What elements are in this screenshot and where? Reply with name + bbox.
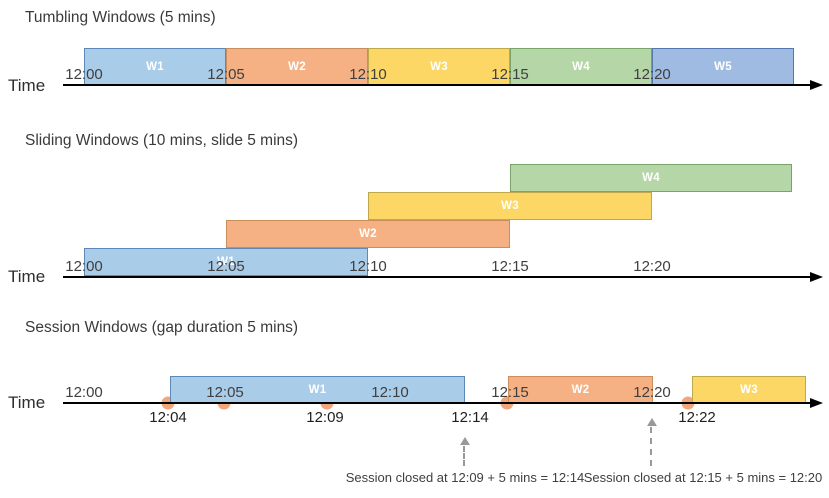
- tumbling-window-w4: W4: [510, 48, 652, 85]
- event-label-1222: 12:22: [678, 409, 716, 426]
- tumbling-time-axis-label: Time: [8, 76, 46, 95]
- sliding-window-w4: W4: [510, 164, 792, 192]
- session-tick-1220: 12:20: [633, 384, 671, 401]
- tumbling-window-w5: W5: [652, 48, 794, 85]
- sliding-tick-1210: 12:10: [349, 258, 387, 275]
- session-tick-1215: 12:15: [491, 384, 529, 401]
- session-axis-arrowhead-icon: [810, 398, 823, 408]
- sliding-axis-arrowhead-icon: [810, 272, 823, 282]
- session-close-arrow-line-1: [463, 446, 465, 466]
- sliding-tick-1220: 12:20: [633, 258, 671, 275]
- session-close-arrowhead-icon-2: [647, 418, 657, 426]
- sliding-tick-1215: 12:15: [491, 258, 529, 275]
- session-close-arrow-line-2: [650, 427, 652, 466]
- sliding-window-w3: W3: [368, 192, 652, 220]
- session-tick-1210: 12:10: [371, 384, 409, 401]
- tumbling-window-w2: W2: [226, 48, 368, 85]
- sliding-section-title: Sliding Windows (10 mins, slide 5 mins): [25, 132, 299, 149]
- tumbling-tick-1200: 12:00: [65, 66, 103, 83]
- session-tick-1205: 12:05: [206, 384, 244, 401]
- tumbling-axis-arrowhead-icon: [810, 80, 823, 90]
- tumbling-window-w1: W1: [84, 48, 226, 85]
- session-section-title: Session Windows (gap duration 5 mins): [25, 319, 299, 336]
- session-time-axis: [63, 402, 810, 404]
- window-label: W2: [359, 228, 377, 240]
- window-label: W1: [217, 256, 235, 268]
- tumbling-tick-1215: 12:15: [491, 66, 529, 83]
- window-label: W1: [308, 383, 327, 396]
- tumbling-section-title: Tumbling Windows (5 mins): [25, 9, 216, 26]
- window-label: W3: [430, 60, 448, 73]
- window-label: W1: [146, 60, 164, 73]
- session-tick-1200: 12:00: [65, 384, 103, 401]
- window-label: W5: [714, 60, 732, 73]
- sliding-time-axis-label: Time: [8, 267, 46, 286]
- session-close-annotation-2: Session closed at 12:15 + 5 mins = 12:20: [583, 470, 823, 485]
- tumbling-tick-1210: 12:10: [349, 66, 387, 83]
- session-close-annotation-1: Session closed at 12:09 + 5 mins = 12:14: [345, 470, 585, 485]
- sliding-tick-1200: 12:00: [65, 258, 103, 275]
- event-label-1214: 12:14: [451, 409, 489, 426]
- session-close-arrowhead-icon-1: [460, 437, 470, 445]
- sliding-time-axis: [63, 276, 810, 278]
- tumbling-window-w3: W3: [368, 48, 510, 85]
- session-window-w3: W3: [692, 376, 806, 403]
- sliding-tick-1205: 12:05: [207, 258, 245, 275]
- sliding-window-w1: W1: [84, 248, 368, 276]
- event-label-1209: 12:09: [306, 409, 344, 426]
- window-label: W4: [572, 60, 590, 73]
- event-label-1204: 12:04: [149, 409, 187, 426]
- window-label: W3: [740, 383, 758, 396]
- session-window-w2: W2: [508, 376, 653, 403]
- session-time-axis-label: Time: [8, 393, 46, 412]
- tumbling-tick-1205: 12:05: [207, 66, 245, 83]
- window-label: W2: [571, 383, 590, 396]
- window-label: W3: [501, 200, 519, 212]
- sliding-window-w2: W2: [226, 220, 510, 248]
- window-label: W2: [288, 60, 306, 73]
- tumbling-time-axis: [63, 84, 810, 86]
- window-label: W4: [642, 172, 660, 184]
- tumbling-tick-1220: 12:20: [633, 66, 671, 83]
